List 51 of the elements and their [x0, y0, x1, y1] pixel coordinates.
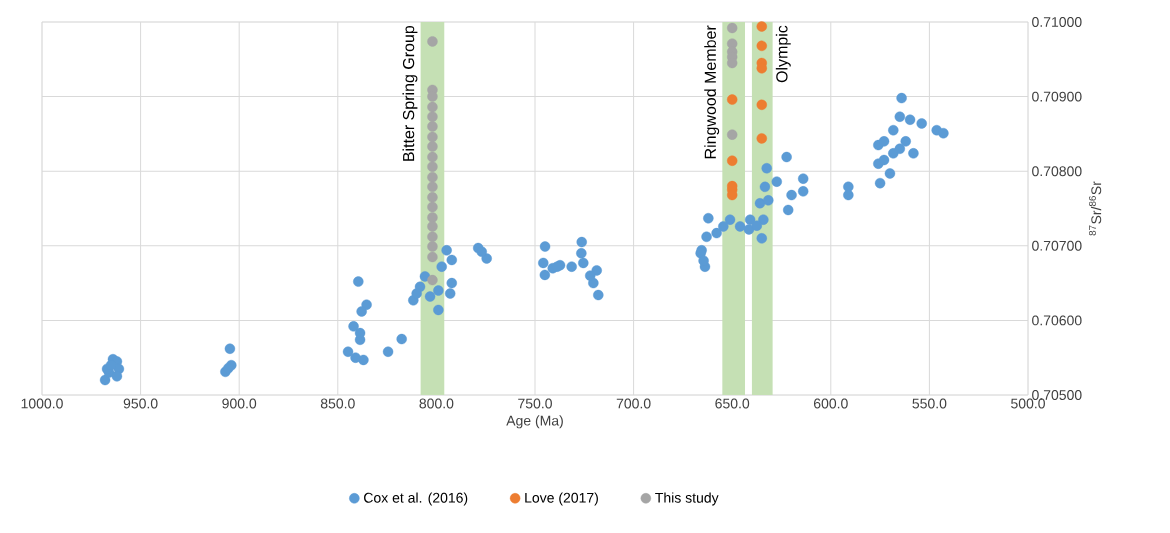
y-tick-label: 0.70600 [1032, 315, 1082, 326]
point [427, 121, 438, 132]
x-tick-label: 750.0 [518, 398, 552, 409]
x-tick-label: 950.0 [123, 398, 158, 409]
x-tick-label: 500.0 [1011, 398, 1045, 409]
band-label: Olympic [775, 25, 791, 83]
x-tick-label: 800.0 [419, 398, 454, 409]
band-label: Bitter Spring Group [402, 25, 418, 161]
x-axis-title: Age (Ma) [506, 415, 563, 429]
point [427, 201, 438, 213]
point [427, 151, 438, 163]
y-tick-label: 0.70900 [1032, 91, 1082, 102]
x-tick-label: 650.0 [715, 398, 750, 409]
point [427, 111, 438, 122]
point [427, 251, 438, 263]
point [427, 274, 438, 286]
point [756, 133, 767, 144]
point [727, 129, 738, 140]
point [427, 161, 438, 172]
legend-label: Love (2017) [525, 492, 598, 506]
y-tick-label: 0.70500 [1032, 390, 1082, 400]
x-tick-label: 850.0 [320, 398, 355, 409]
point [727, 155, 738, 166]
point [427, 192, 438, 203]
x-tick-label: 550.0 [912, 398, 947, 409]
band-label: Ringwood Member [704, 25, 720, 159]
point [727, 22, 738, 34]
point [727, 94, 738, 105]
point [427, 241, 438, 252]
legend-label: Cox et al. (2016) [364, 492, 468, 506]
point [427, 101, 438, 113]
point [756, 21, 767, 32]
x-tick-label: 700.0 [616, 398, 651, 409]
x-tick-label: 900.0 [222, 398, 257, 409]
point [427, 231, 438, 243]
y-tick-label: 0.70800 [1032, 166, 1082, 177]
point [756, 99, 767, 111]
point [756, 40, 767, 52]
point [427, 212, 438, 223]
point [427, 131, 438, 143]
x-tick-label: 1000.0 [21, 398, 63, 409]
point [427, 181, 438, 193]
y-axis-title: $^{87}$Sr/$^{86}$Sr [1089, 181, 1102, 236]
point [427, 221, 438, 232]
point [427, 141, 438, 152]
legend-label: This study [655, 492, 719, 506]
y-tick-label: 0.71000 [1032, 17, 1082, 27]
point [427, 36, 438, 47]
y-tick-label: 0.70700 [1032, 240, 1082, 251]
point [427, 171, 438, 183]
x-tick-label: 600.0 [813, 398, 848, 409]
